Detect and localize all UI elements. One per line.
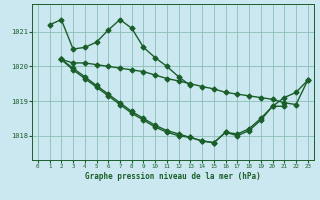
X-axis label: Graphe pression niveau de la mer (hPa): Graphe pression niveau de la mer (hPa) xyxy=(85,172,261,181)
